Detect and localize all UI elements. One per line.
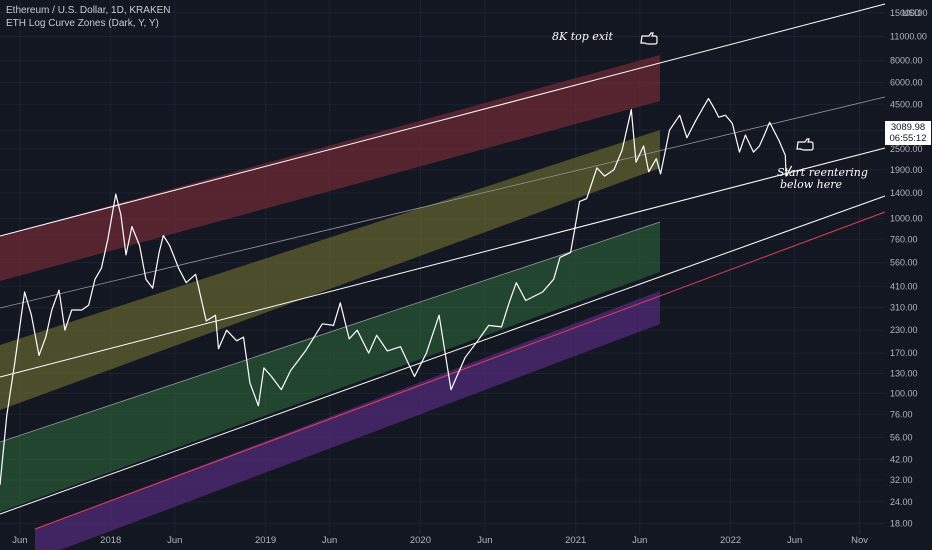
price-tick-label: 100.00 [890, 388, 918, 398]
price-tick-label: 230.00 [890, 325, 918, 335]
zone-red [0, 55, 660, 281]
curve-top [0, 3, 886, 237]
price-axis[interactable]: 15000.0011000.008000.006000.004500.00320… [890, 8, 928, 529]
price-tick-label: 32.00 [890, 475, 913, 485]
time-tick-label: Jun [477, 535, 492, 546]
price-tick-label: 4500.00 [890, 99, 923, 109]
time-tick-label: 2020 [410, 535, 431, 546]
curve-lower-mid [0, 221, 661, 443]
price-tick-label: 170.00 [890, 348, 918, 358]
log-curve-zones [0, 55, 660, 550]
time-tick-label: Jun [322, 535, 337, 546]
time-axis[interactable]: Jun 2018 Jun 2019 Jun 2020 Jun 2021 Jun 2022 Jun No… [12, 535, 868, 546]
price-tick-label: 8000.00 [890, 56, 923, 66]
current-price-value: 3089.98 [890, 122, 926, 133]
price-tick-label: 11000.00 [890, 31, 927, 41]
time-tick-label: Jun [12, 535, 27, 546]
curve-support [0, 195, 886, 515]
price-tick-label: 1000.00 [890, 214, 923, 224]
zone-purple [35, 291, 660, 550]
time-tick-label: 2021 [565, 535, 586, 546]
time-tick-label: 2018 [100, 535, 121, 546]
symbol-title[interactable]: Ethereum / U.S. Dollar, 1D, KRAKEN [6, 5, 171, 16]
log-curve-lines [0, 3, 886, 530]
time-tick-label: 2022 [720, 535, 741, 546]
time-tick-label: Jun [167, 535, 182, 546]
time-tick-label: Jun [632, 535, 647, 546]
price-axis-unit: USD [902, 8, 922, 18]
curve-mid [0, 147, 886, 378]
current-price-label: 3089.98 06:55:12 [885, 121, 931, 145]
time-tick-label: 2019 [255, 535, 276, 546]
price-tick-label: 130.00 [890, 369, 918, 379]
curve-upper-mid [0, 96, 886, 309]
price-tick-label: 42.00 [890, 454, 913, 464]
zone-yellow [0, 130, 660, 410]
price-tick-label: 24.00 [890, 497, 913, 507]
indicator-title[interactable]: ETH Log Curve Zones (Dark, Y, Y) [6, 18, 159, 29]
annotation-reenter-line2: below here [780, 178, 842, 191]
time-tick-label: Jun [787, 535, 802, 546]
price-tick-label: 1900.00 [890, 165, 923, 175]
price-tick-label: 18.00 [890, 519, 913, 529]
zone-green [0, 222, 660, 512]
time-tick-label: Nov [851, 535, 868, 546]
price-tick-label: 410.00 [890, 281, 918, 291]
annotation-top-exit: 8K top exit [552, 30, 613, 43]
price-tick-label: 76.00 [890, 409, 913, 419]
price-tick-label: 560.00 [890, 258, 918, 268]
price-tick-label: 56.00 [890, 432, 913, 442]
price-tick-label: 6000.00 [890, 77, 923, 87]
hand-pointer-icon [640, 32, 658, 45]
price-tick-label: 310.00 [890, 303, 918, 313]
bar-countdown: 06:55:12 [889, 133, 927, 144]
hand-pointer-icon [796, 138, 814, 151]
price-series-line [0, 98, 793, 485]
price-tick-label: 1400.00 [890, 188, 923, 198]
price-tick-label: 2500.00 [890, 144, 923, 154]
annotation-reenter-line1: Start reentering [777, 166, 868, 179]
price-tick-label: 760.00 [890, 234, 918, 244]
price-tick-label: 15000.00 [890, 8, 928, 18]
